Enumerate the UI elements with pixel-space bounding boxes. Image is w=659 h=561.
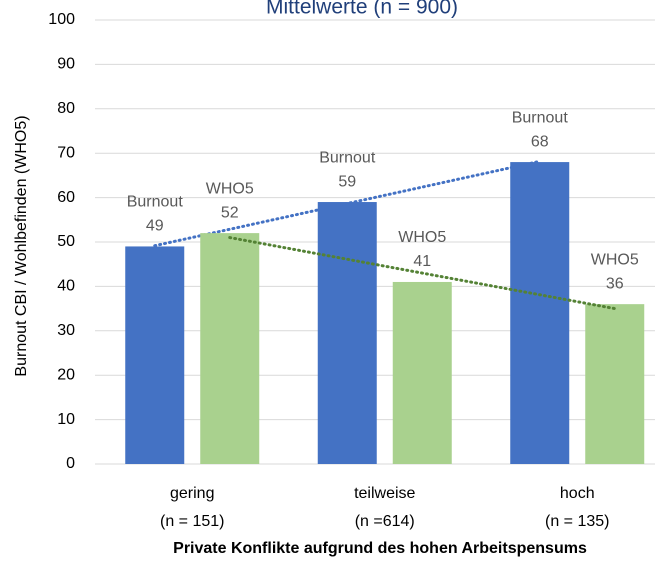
x-tick-label: teilweise — [354, 485, 415, 502]
bar — [510, 162, 570, 464]
data-label-name: Burnout — [512, 109, 569, 126]
data-label-name: Burnout — [127, 194, 184, 211]
bar — [317, 202, 377, 465]
bar — [125, 246, 185, 464]
data-label: 36 — [606, 275, 624, 292]
y-tick-label: 100 — [48, 11, 75, 28]
x-axis-title: Private Konflikte aufgrund des hohen Arb… — [173, 540, 587, 557]
y-axis-title: Burnout CBI / Wohlbefinden (WHO5) — [13, 115, 30, 376]
x-tick-label: hoch — [560, 485, 595, 502]
trendline — [153, 159, 542, 248]
data-label: 49 — [146, 218, 164, 235]
x-tick-sublabel: (n = 135) — [545, 513, 609, 530]
data-label: 41 — [413, 253, 431, 270]
bar — [585, 304, 645, 464]
y-tick-label: 30 — [57, 322, 75, 339]
data-label-name: Burnout — [319, 149, 376, 166]
chart-title: Mittelwerte (n = 900) — [266, 0, 458, 19]
y-tick-label: 0 — [66, 455, 75, 472]
y-tick-label: 90 — [57, 56, 75, 73]
data-label-name: WHO5 — [398, 229, 446, 246]
x-tick-sublabel: (n = 151) — [160, 513, 224, 530]
y-tick-label: 60 — [57, 189, 75, 206]
y-tick-label: 50 — [57, 233, 75, 250]
x-tick-sublabel: (n =614) — [355, 513, 415, 530]
data-label: 68 — [531, 133, 549, 150]
y-tick-label: 20 — [57, 366, 75, 383]
y-tick-label: 40 — [57, 278, 75, 295]
bar — [200, 233, 260, 464]
y-tick-label: 80 — [57, 100, 75, 117]
bar — [392, 281, 452, 464]
x-tick-label: gering — [170, 485, 214, 502]
data-label-name: WHO5 — [206, 180, 254, 197]
trendline — [228, 236, 617, 311]
data-label: 52 — [221, 204, 239, 221]
data-label-name: WHO5 — [591, 251, 639, 268]
y-tick-label: 10 — [57, 411, 75, 428]
y-tick-label: 70 — [57, 144, 75, 161]
data-label: 59 — [338, 173, 356, 190]
